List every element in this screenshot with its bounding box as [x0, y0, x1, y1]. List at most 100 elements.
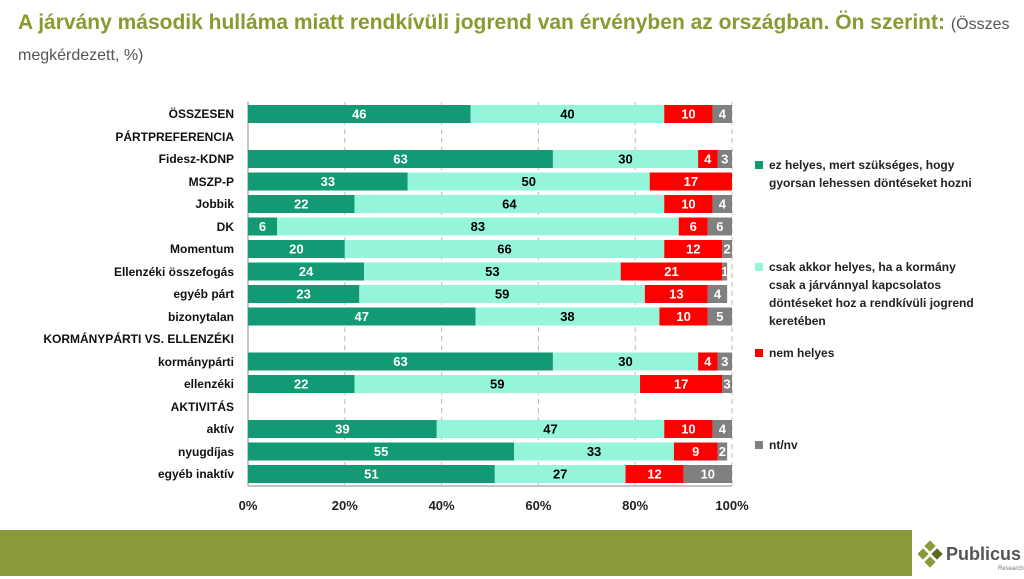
legend-swatch [755, 441, 763, 449]
category-label: ellenzéki [183, 377, 234, 391]
category-label: egyéb párt [173, 287, 234, 301]
data-label: 64 [502, 197, 517, 212]
category-label: kormánypárti [157, 354, 234, 369]
data-label: 9 [692, 444, 699, 459]
bar-segment [722, 240, 732, 258]
bar-segment [248, 375, 355, 393]
category-label: ÖSSZESEN [168, 107, 234, 121]
data-label: 55 [374, 444, 388, 459]
bar-segment [673, 442, 718, 461]
data-label: 33 [321, 174, 335, 189]
bar-segment [364, 262, 621, 281]
bar-segment [717, 150, 732, 168]
publicus-logo: Publicus Research [917, 536, 1024, 579]
data-label: 21 [664, 264, 678, 279]
data-label: 10 [681, 107, 695, 122]
data-label: 10 [701, 467, 715, 482]
data-label: 23 [296, 287, 310, 302]
data-label: 5 [716, 309, 723, 324]
data-label: 46 [352, 107, 366, 122]
data-label: 30 [618, 354, 632, 369]
category-label: Jobbik [195, 197, 234, 211]
category-label: bizonytalan [167, 309, 234, 324]
x-tick-label: 80% [622, 498, 648, 513]
data-label: 4 [704, 354, 712, 369]
chart-title: A járvány második hulláma miatt rendkívü… [18, 8, 1018, 70]
data-label: 33 [587, 444, 601, 459]
bar-segment [664, 240, 723, 258]
x-tick-label: 0% [239, 498, 258, 513]
data-label: 4 [719, 422, 727, 437]
bar-segment [248, 217, 278, 236]
data-label: 3 [724, 377, 731, 392]
bar-segment [678, 217, 708, 236]
data-label: 17 [674, 377, 688, 392]
data-label: 20 [289, 242, 303, 257]
data-label: 51 [364, 467, 378, 482]
bar-segment [248, 240, 345, 258]
data-label: 63 [393, 152, 407, 167]
data-label: 24 [299, 264, 314, 279]
legend-swatch [755, 263, 763, 271]
bar-segment [683, 465, 732, 483]
x-tick-label: 40% [429, 498, 455, 513]
category-label: Fidesz-KDNP [158, 152, 234, 166]
data-label: 17 [684, 174, 698, 189]
category-label: KORMÁNYPÁRTI VS. ELLENZÉKI [43, 332, 234, 346]
bar-segment [248, 285, 360, 303]
bar-segment [354, 375, 641, 393]
bar-segment [717, 352, 732, 371]
data-label: 1 [721, 264, 728, 279]
title-subtitle: (Összes megkérdezett, %) [18, 16, 1010, 64]
data-label: 59 [490, 377, 504, 392]
legend-label: nem helyes [769, 346, 835, 360]
data-label: 22 [294, 197, 308, 212]
legend-swatch [755, 161, 763, 169]
bar-segment [248, 262, 365, 281]
data-label: 2 [724, 242, 731, 257]
bar-segment [248, 307, 476, 326]
legend-item: nem helyes [755, 344, 985, 362]
bar-segment [707, 285, 728, 303]
bar-segment [344, 240, 665, 258]
category-label: nyugdíjas [177, 444, 234, 459]
bar-segment [620, 262, 723, 281]
bar-segment [659, 307, 708, 326]
bar-segment [664, 195, 713, 213]
data-label: 27 [553, 467, 567, 482]
bar-segment [248, 420, 437, 438]
data-label: 4 [704, 152, 712, 167]
data-label: 47 [355, 309, 369, 324]
bar-segment [248, 465, 495, 483]
legend-label: nt/nv [769, 438, 798, 452]
data-label: 12 [647, 467, 661, 482]
data-label: 6 [690, 219, 697, 234]
footer-band [0, 530, 912, 576]
data-label: 40 [560, 107, 574, 122]
bar-segment [640, 375, 723, 393]
data-label: 3 [721, 152, 728, 167]
bar-segment [644, 285, 708, 303]
data-label: 83 [471, 219, 485, 234]
data-label: 10 [676, 309, 690, 324]
bar-segment [436, 420, 665, 438]
data-label: 38 [560, 309, 574, 324]
bar-segment [248, 105, 471, 123]
legend-label: ez helyes, mert szükséges, hogy gyorsan … [769, 158, 972, 190]
bar-segment [712, 420, 732, 438]
category-label: DK [216, 219, 234, 234]
legend-item: csak akkor helyes, ha a kormány csak a j… [755, 258, 985, 330]
x-tick-label: 20% [332, 498, 358, 513]
svg-text:Publicus: Publicus [946, 544, 1021, 564]
x-tick-label: 60% [525, 498, 551, 513]
bar-segment [470, 105, 665, 123]
bar-segment [248, 352, 553, 371]
category-label: aktív [206, 422, 234, 436]
category-label: AKTIVITÁS [170, 399, 234, 414]
bar-segment [722, 262, 728, 281]
data-label: 47 [543, 422, 557, 437]
bar-segment [359, 285, 645, 303]
legend-item: nt/nv [755, 436, 985, 454]
category-label: PÁRTPREFERENCIA [115, 129, 234, 144]
